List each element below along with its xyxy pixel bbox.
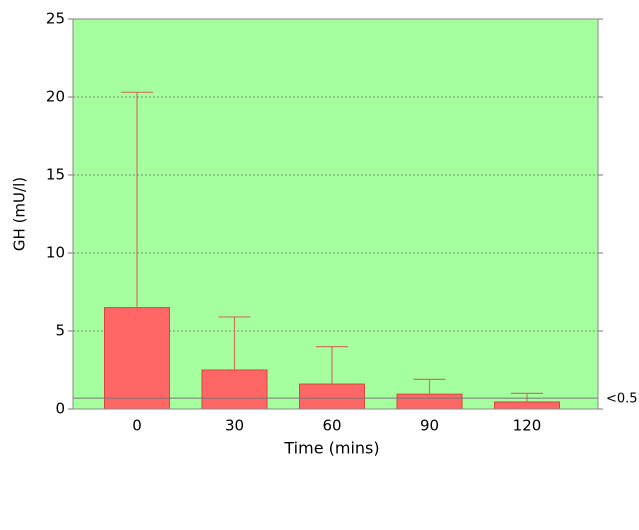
x-tick-label: 90 (420, 417, 439, 435)
bar (104, 307, 170, 410)
x-tick-label: 30 (225, 417, 244, 435)
y-tick-label: 10 (46, 244, 65, 262)
y-tick-label: 20 (46, 88, 65, 106)
bar (201, 369, 268, 410)
x-tick-label: 60 (322, 417, 341, 435)
y-axis-label: GH (mU/l) (11, 177, 29, 251)
y-tick-label: 15 (46, 166, 65, 184)
y-tick-label: 0 (55, 400, 65, 418)
y-tick-label: 5 (55, 322, 65, 340)
error-bar (121, 91, 153, 308)
plot-border (72, 18, 599, 410)
bar (396, 393, 463, 410)
error-bar (413, 378, 446, 395)
reference-label: <0.5 (606, 392, 638, 407)
x-tick-label: 0 (132, 417, 142, 435)
error-bar (316, 346, 348, 385)
error-bar (218, 316, 251, 370)
y-tick-label: 25 (46, 10, 65, 28)
bar (299, 383, 365, 410)
x-axis-label: Time (mins) (283, 439, 379, 458)
x-tick-label: 120 (513, 417, 542, 435)
bar (494, 401, 560, 410)
